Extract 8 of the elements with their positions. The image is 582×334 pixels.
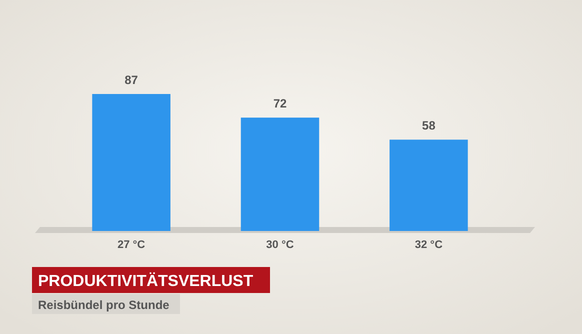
data-label: 58 [422,118,436,133]
x-tick-label: 32 °C [414,239,443,251]
x-tick-label: 30 °C [266,239,294,251]
data-label: 87 [124,73,138,87]
text: PRODUKTIVITÄTSVERLUST [38,272,254,290]
data-label: 72 [273,96,287,111]
text: Reisbündel pro Stunde [38,298,170,312]
x-tick-label: 27 °C [117,239,146,251]
